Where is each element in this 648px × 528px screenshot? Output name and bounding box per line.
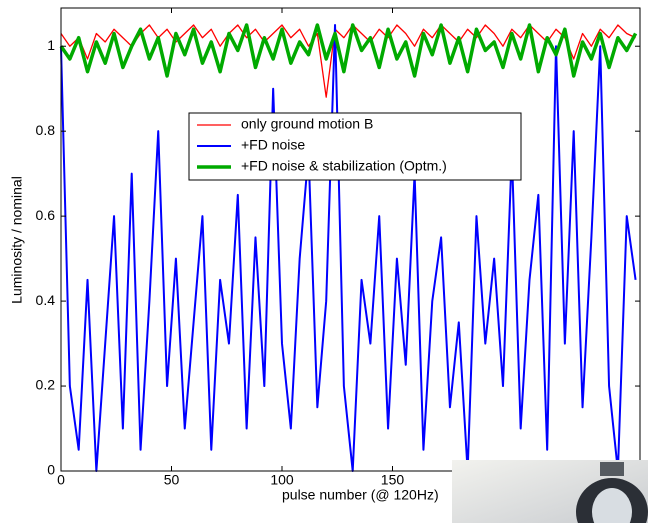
y-tick-label: 1	[47, 37, 55, 53]
y-tick-label: 0.6	[36, 207, 56, 223]
series-line	[60, 23, 637, 472]
x-axis-label: pulse number (@ 120Hz)	[282, 487, 439, 503]
x-tick-label: 150	[381, 472, 405, 488]
x-tick-label: 0	[57, 472, 65, 488]
legend-label: +FD noise	[241, 137, 305, 153]
legend: only ground motion B +FD noise +FD noise &…	[188, 112, 522, 181]
plot-frame	[60, 7, 641, 472]
photo-object-highlight	[592, 488, 632, 528]
y-axis-label: Luminosity / nominal	[9, 176, 25, 304]
y-tick-label: 0	[47, 462, 55, 478]
photo-object-top	[600, 462, 624, 476]
y-tick-label: 0.8	[36, 122, 56, 138]
plot-area: 0 0.2 0.4 0.6 0.8 1 0 50 100 150 only ground motio…	[36, 7, 641, 488]
y-tick-label: 0.4	[36, 292, 56, 308]
legend-label: only ground motion B	[241, 116, 373, 132]
x-tick-label: 50	[164, 472, 180, 488]
series-line	[59, 23, 638, 78]
legend-box	[188, 112, 522, 181]
photo-overlay	[452, 460, 648, 528]
y-tick-label: 0.2	[36, 377, 56, 393]
legend-label: +FD noise & stabilization (Optm.)	[241, 158, 447, 174]
series-line	[60, 24, 636, 98]
x-tick-label: 100	[270, 472, 294, 488]
